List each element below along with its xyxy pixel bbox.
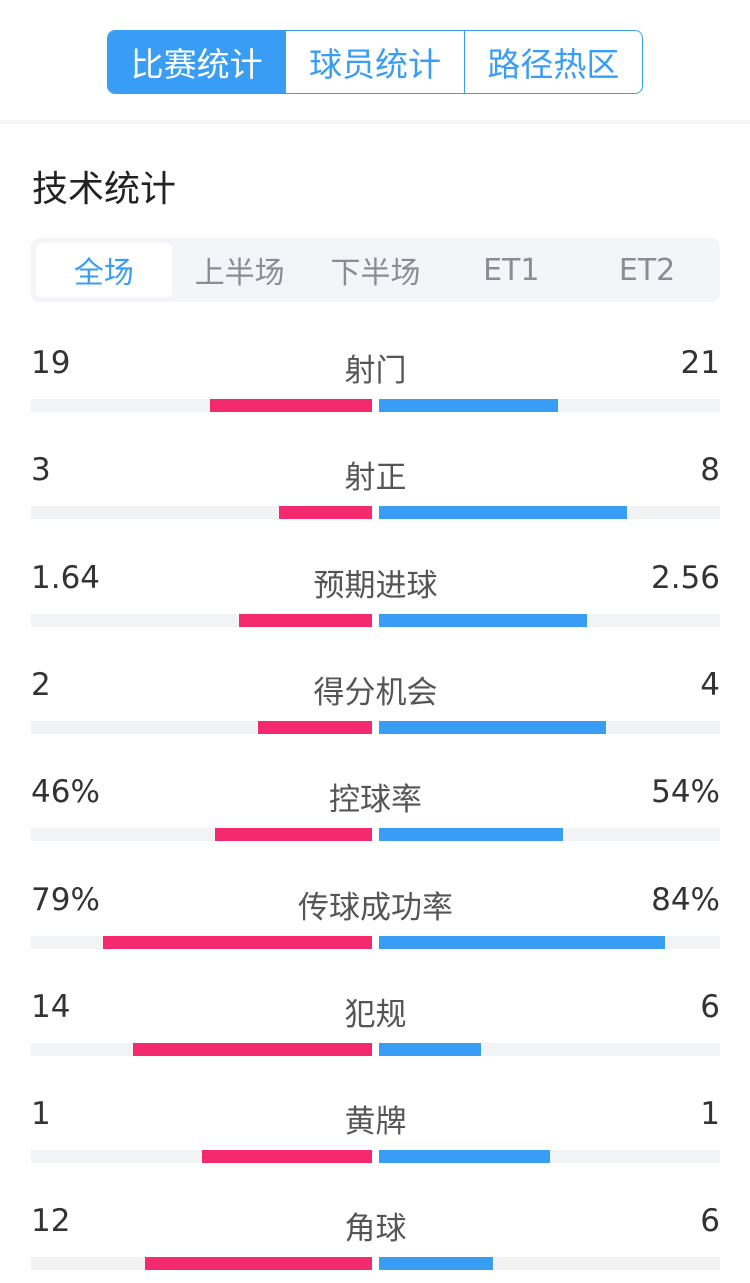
away-value: 2.56 <box>650 559 720 596</box>
away-bar-track <box>379 613 720 627</box>
home-bar <box>258 720 372 734</box>
stat-row: 12 角球 6 <box>31 1203 720 1283</box>
away-bar <box>379 935 666 949</box>
away-bar <box>379 1257 493 1271</box>
home-bar <box>215 828 372 842</box>
away-bar <box>379 506 627 520</box>
period-second-half[interactable]: 下半场 <box>330 256 421 291</box>
away-value: 54% <box>651 774 720 811</box>
stat-name: 传球成功率 <box>298 889 453 926</box>
home-value: 19 <box>31 345 71 381</box>
home-bar <box>278 506 372 520</box>
away-value: 1 <box>700 1096 720 1133</box>
home-bar-track <box>31 399 372 412</box>
stat-name: 角球 <box>344 1211 407 1248</box>
section-title: 技术统计 <box>32 169 177 210</box>
away-bar <box>379 1042 482 1056</box>
stat-row: 2 得分机会 4 <box>31 667 720 747</box>
home-value: 14 <box>31 988 71 1025</box>
stat-name: 射门 <box>344 353 407 389</box>
away-value: 8 <box>700 452 720 489</box>
away-value: 6 <box>700 1203 720 1240</box>
home-bar-track <box>31 1042 372 1056</box>
home-bar <box>239 613 372 627</box>
home-bar-track <box>31 935 372 949</box>
stat-name: 射正 <box>344 460 407 497</box>
stat-row: 46% 控球率 54% <box>31 774 720 854</box>
tab-match-stats[interactable]: 比赛统计 <box>108 31 286 93</box>
away-bar-track <box>379 828 720 842</box>
away-value: 21 <box>680 345 720 381</box>
home-bar-track <box>31 828 372 842</box>
home-bar-track <box>31 1257 372 1271</box>
tab-heatmap[interactable]: 路径热区 <box>463 31 642 93</box>
home-bar <box>133 1042 372 1056</box>
away-value: 6 <box>700 988 720 1025</box>
away-value: 84% <box>651 881 720 918</box>
away-bar <box>379 399 559 412</box>
away-bar-track <box>379 506 720 520</box>
home-bar <box>201 1150 372 1164</box>
home-value: 2 <box>31 666 51 703</box>
period-et2[interactable]: ET2 <box>618 252 676 288</box>
home-bar-track <box>31 720 372 734</box>
home-value: 46% <box>31 774 100 811</box>
view-tabs: 比赛统计 球员统计 路径热区 <box>107 30 643 94</box>
period-full[interactable]: 全场 <box>36 243 172 297</box>
stat-row: 14 犯规 6 <box>31 989 720 1069</box>
away-bar-track <box>379 935 720 949</box>
stat-row: 3 射正 8 <box>31 452 720 532</box>
tab-player-stats[interactable]: 球员统计 <box>285 31 463 93</box>
period-tabs: 全场 上半场 下半场 ET1 ET2 <box>31 238 720 302</box>
away-bar <box>379 720 607 734</box>
away-bar-track <box>379 1150 720 1164</box>
away-bar-track <box>379 1257 720 1271</box>
stat-name: 犯规 <box>344 996 407 1033</box>
away-value: 4 <box>700 666 720 703</box>
stat-name: 控球率 <box>329 782 422 819</box>
divider <box>0 120 750 124</box>
home-value: 3 <box>31 452 51 489</box>
home-bar-track <box>31 613 372 627</box>
stat-row: 1.64 预期进球 2.56 <box>31 560 720 640</box>
home-value: 1.64 <box>31 559 101 596</box>
stat-row: 1 黄牌 1 <box>31 1096 720 1176</box>
home-bar-track <box>31 1150 372 1164</box>
home-bar <box>102 935 372 949</box>
home-value: 12 <box>31 1203 71 1240</box>
away-bar <box>379 1150 550 1164</box>
period-et1[interactable]: ET1 <box>483 252 540 288</box>
stat-name: 得分机会 <box>313 674 438 711</box>
home-bar <box>210 399 372 412</box>
away-bar <box>379 828 564 842</box>
away-bar-track <box>379 1042 720 1056</box>
home-bar-track <box>31 506 372 520</box>
stat-name: 黄牌 <box>344 1104 407 1141</box>
period-first-half[interactable]: 上半场 <box>194 256 285 291</box>
stat-row: 19 射门 21 <box>31 345 720 425</box>
home-value: 1 <box>31 1096 51 1133</box>
away-bar-track <box>379 720 720 734</box>
stat-name: 预期进球 <box>313 567 438 604</box>
home-bar <box>144 1257 372 1271</box>
away-bar-track <box>379 399 720 412</box>
home-value: 79% <box>31 881 100 918</box>
stat-row: 79% 传球成功率 84% <box>31 882 720 962</box>
away-bar <box>379 613 587 627</box>
